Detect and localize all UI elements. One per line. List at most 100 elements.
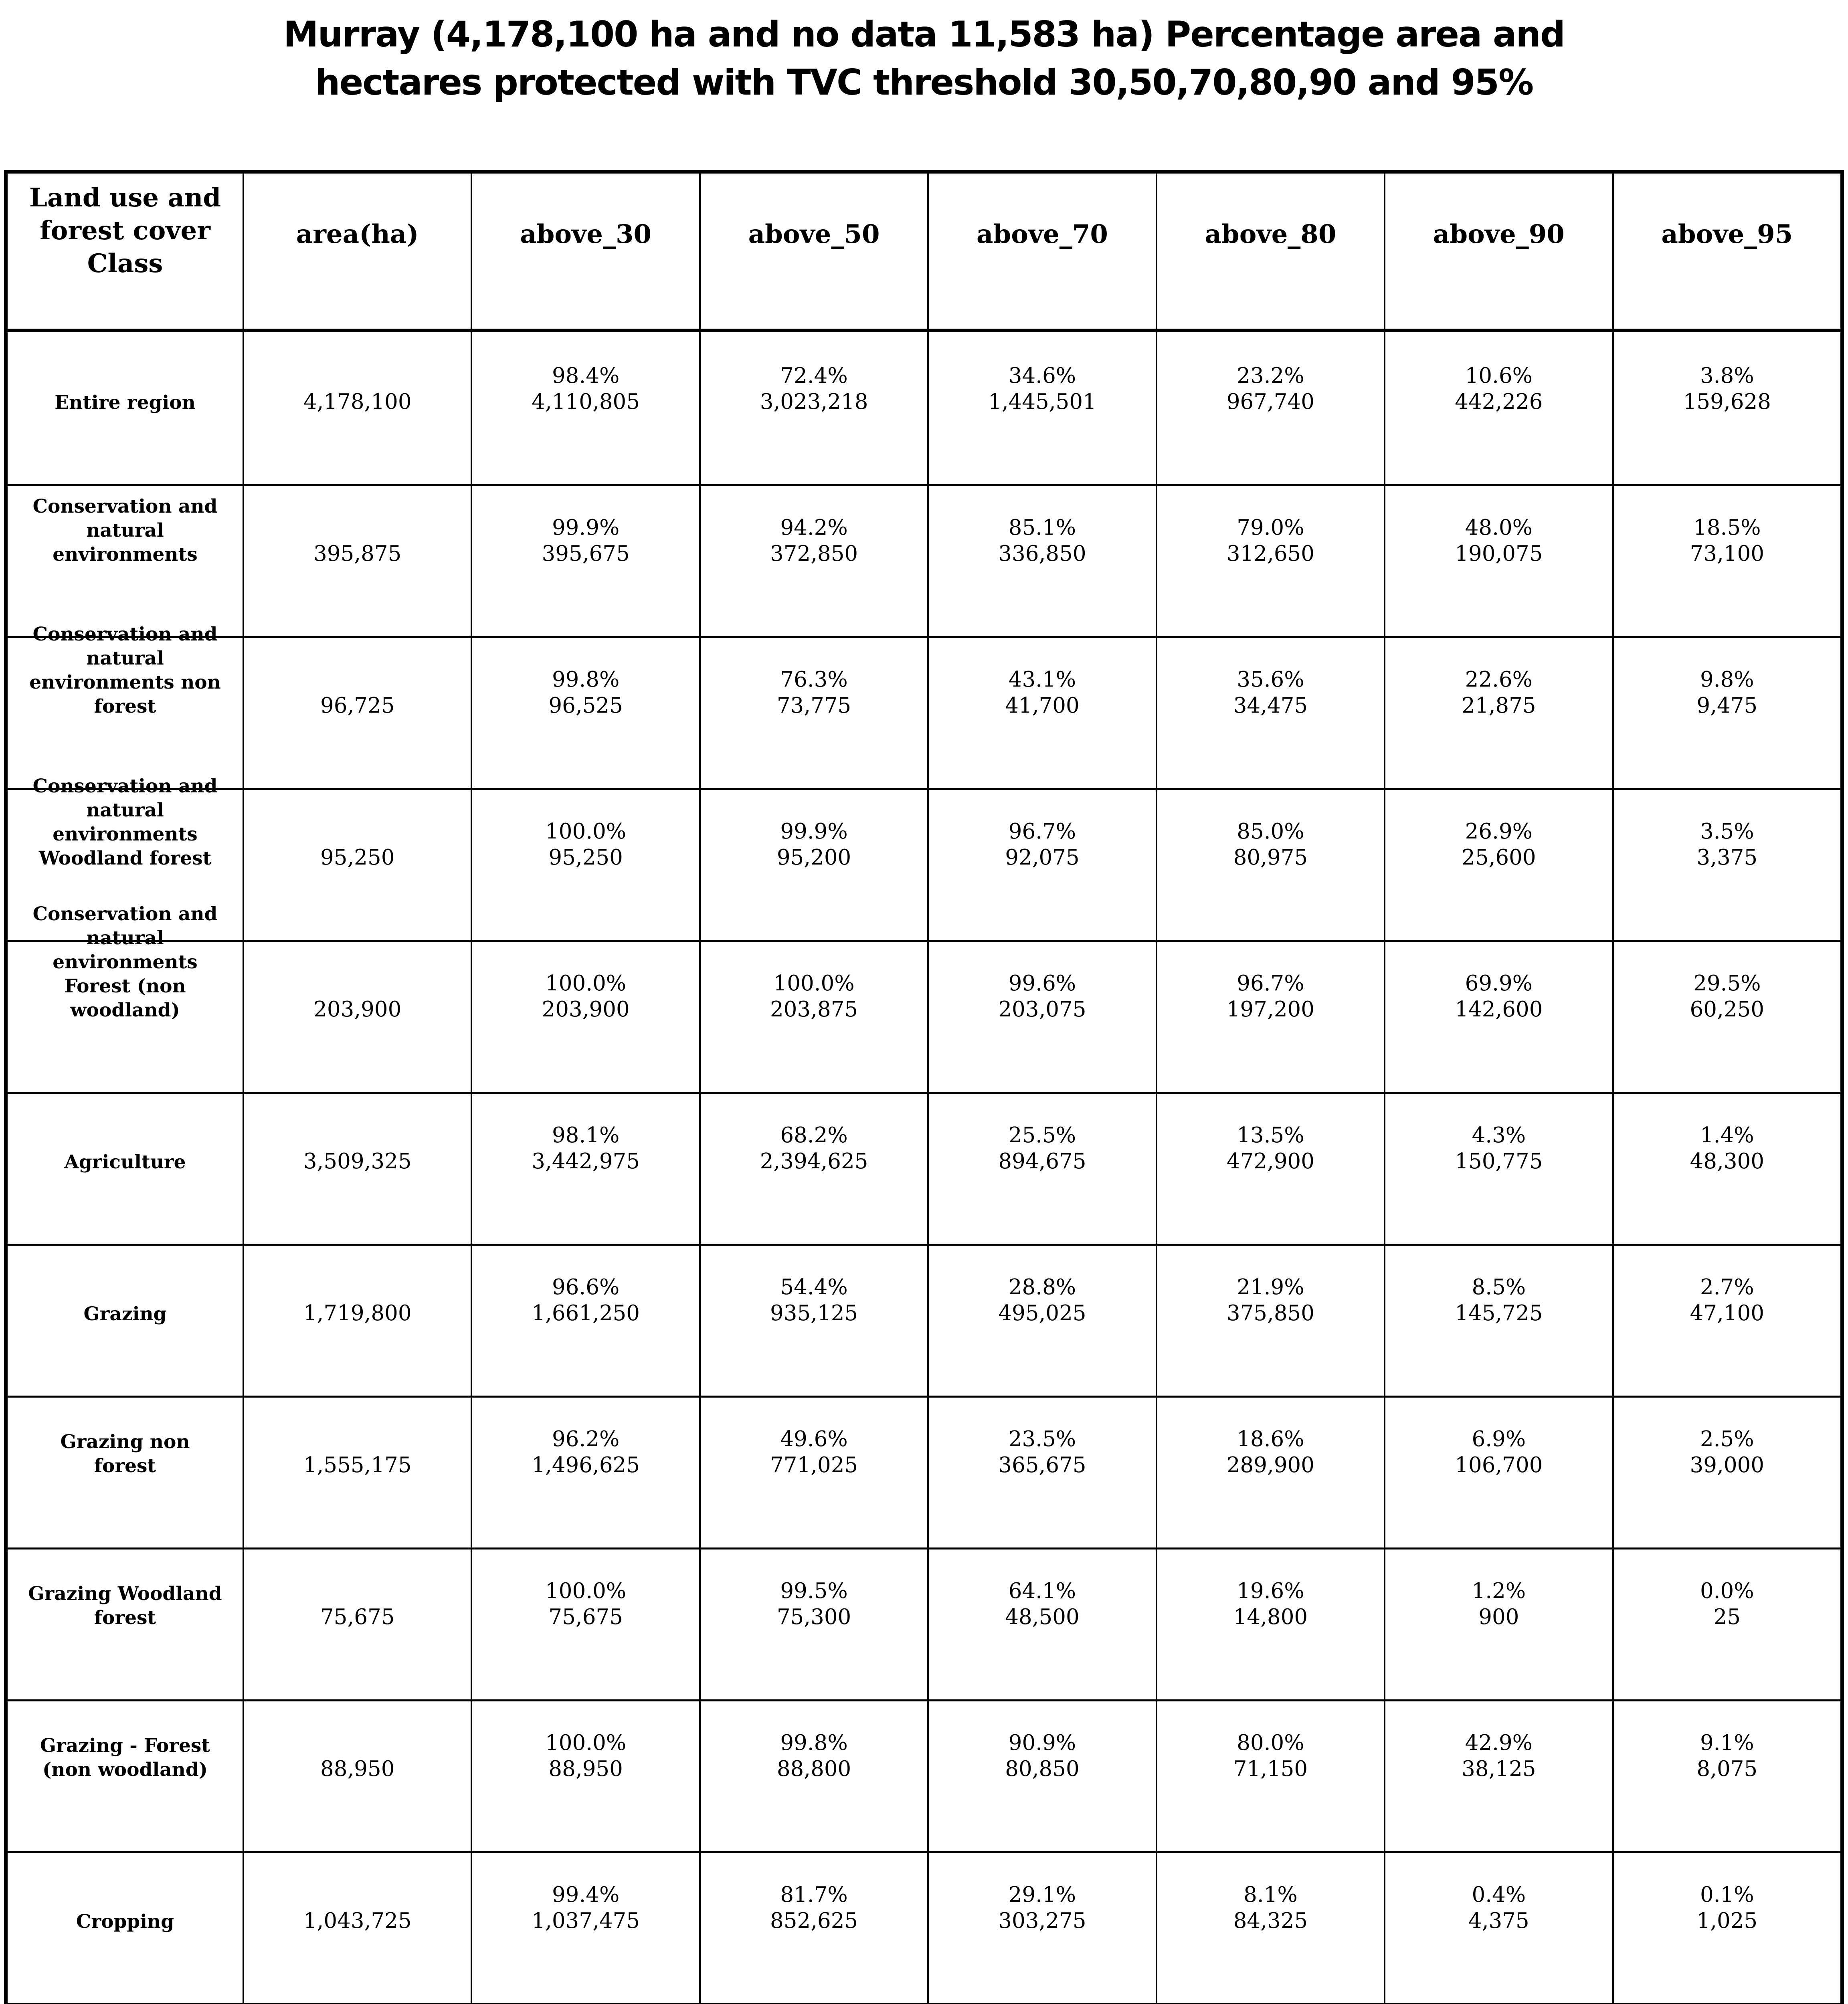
value-cell: 8.5% 145,725 [1384,1246,1612,1396]
ha-line: 967,740 [1226,390,1314,414]
ha-line: 145,725 [1455,1301,1543,1325]
value-cell: 96.7% 92,075 [927,790,1155,940]
value-cell: 76.3% 73,775 [699,638,927,788]
value-cell: 100.0% 203,900 [471,942,699,1092]
area-value: 1,555,175 [303,1453,412,1477]
pct-ha-value: 94.2% 372,850 [704,515,924,567]
ha-line: 159,628 [1683,390,1771,414]
pct-line: 43.1% [1008,667,1076,692]
value-cell: 4.3% 150,775 [1384,1094,1612,1244]
pct-ha-value: 81.7% 852,625 [704,1882,924,1934]
row-label: Grazing Woodland forest [28,1583,222,1629]
ha-line: 39,000 [1690,1453,1764,1477]
pct-ha-value: 100.0% 75,675 [475,1578,696,1630]
pct-ha-value: 68.2% 2,394,625 [704,1122,924,1174]
pct-line: 64.1% [1008,1579,1076,1603]
ha-line: 3,023,218 [760,390,868,414]
ha-line: 92,075 [1005,845,1080,870]
header-cell-above-30: above_30 [471,174,699,329]
header-cell-above-95: above_95 [1612,174,1840,329]
value-cell: 1.4% 48,300 [1612,1094,1840,1244]
value-cell: 100.0% 95,250 [471,790,699,940]
area-value: 1,043,725 [303,1909,412,1933]
value-cell: 0.1% 1,025 [1612,1853,1840,2003]
table-row: Grazing non forest 1,555,175 96.2% 1,496,… [8,1396,1840,1547]
pct-line: 94.2% [780,515,848,540]
pct-line: 72.4% [780,364,848,388]
area-value: 1,719,800 [303,1301,412,1325]
pct-ha-value: 26.9% 25,600 [1389,818,1609,871]
area-value: 95,250 [320,845,395,870]
pct-line: 42.9% [1465,1731,1533,1755]
table-row: Conservation and natural environments no… [8,623,1840,788]
pct-ha-value: 100.0% 88,950 [475,1730,696,1782]
pct-ha-value: 98.4% 4,110,805 [475,363,696,415]
row-label: Conservation and natural environments no… [29,623,221,717]
pct-ha-value: 96.2% 1,496,625 [475,1426,696,1478]
pct-line: 35.6% [1237,667,1304,692]
pct-ha-value: 96.7% 197,200 [1161,970,1381,1022]
value-cell: 49.6% 771,025 [699,1398,927,1547]
pct-ha-value: 100.0% 95,250 [475,818,696,871]
pct-ha-value: 48.0% 190,075 [1389,515,1609,567]
ha-line: 894,675 [998,1149,1086,1174]
pct-line: 68.2% [780,1123,848,1147]
pct-line: 6.9% [1472,1427,1526,1451]
pct-ha-value: 2.5% 39,000 [1617,1426,1837,1478]
value-cell: 9.1% 8,075 [1612,1701,1840,1851]
area-value: 3,509,325 [303,1149,412,1174]
value-cell: 99.4% 1,037,475 [471,1853,699,2003]
value-cell: 18.6% 289,900 [1155,1398,1384,1547]
row-label: Conservation and natural environments Wo… [32,775,218,869]
ha-line: 84,325 [1233,1909,1308,1933]
ha-line: 21,875 [1462,693,1536,718]
value-cell: 42.9% 38,125 [1384,1701,1612,1851]
value-cell: 90.9% 80,850 [927,1701,1155,1851]
ha-line: 71,150 [1233,1757,1308,1781]
pct-line: 99.6% [1008,971,1076,996]
ha-line: 495,025 [998,1301,1086,1325]
ha-line: 75,675 [548,1605,623,1629]
pct-line: 99.8% [780,1731,848,1755]
pct-line: 54.4% [780,1275,848,1299]
pct-line: 23.5% [1008,1427,1076,1451]
pct-line: 28.8% [1008,1275,1076,1299]
value-cell: 99.8% 96,525 [471,638,699,788]
area-value: 75,675 [320,1605,395,1629]
ha-line: 900 [1478,1605,1519,1629]
pct-ha-value: 54.4% 935,125 [704,1274,924,1326]
ha-line: 80,975 [1233,845,1308,870]
ha-line: 41,700 [1005,693,1080,718]
pct-ha-value: 22.6% 21,875 [1389,667,1609,719]
value-cell: 80.0% 71,150 [1155,1701,1384,1851]
pct-line: 96.6% [552,1275,620,1299]
pct-ha-value: 99.9% 95,200 [704,818,924,871]
area-value: 203,900 [313,997,402,1022]
ha-line: 34,475 [1233,693,1308,718]
ha-line: 4,110,805 [532,390,640,414]
pct-ha-value: 69.9% 142,600 [1389,970,1609,1022]
pct-line: 1.4% [1700,1123,1754,1147]
pct-ha-value: 85.1% 336,850 [932,515,1152,567]
pct-ha-value: 99.5% 75,300 [704,1578,924,1630]
area-value: 88,950 [320,1757,395,1781]
pct-line: 99.8% [552,667,620,692]
ha-line: 372,850 [770,541,858,566]
pct-line: 21.9% [1237,1275,1304,1299]
pct-line: 49.6% [780,1427,848,1451]
table-row: Agriculture 3,509,325 98.1% 3,442,975 68.2… [8,1092,1840,1244]
ha-line: 1,496,625 [532,1453,640,1477]
pct-ha-value: 0.4% 4,375 [1389,1882,1609,1934]
value-cell: 21.9% 375,850 [1155,1246,1384,1396]
ha-line: 3,375 [1696,845,1758,870]
value-cell: 100.0% 88,950 [471,1701,699,1851]
pct-ha-value: 64.1% 48,500 [932,1578,1152,1630]
pct-ha-value: 13.5% 472,900 [1161,1122,1381,1174]
pct-ha-value: 3.5% 3,375 [1617,818,1837,871]
data-table: Land use and forest cover Class area(ha)… [4,170,1844,2004]
pct-ha-value: 4.3% 150,775 [1389,1122,1609,1174]
ha-line: 25,600 [1462,845,1536,870]
ha-line: 95,200 [776,845,851,870]
value-cell: 2.5% 39,000 [1612,1398,1840,1547]
pct-line: 99.5% [780,1579,848,1603]
